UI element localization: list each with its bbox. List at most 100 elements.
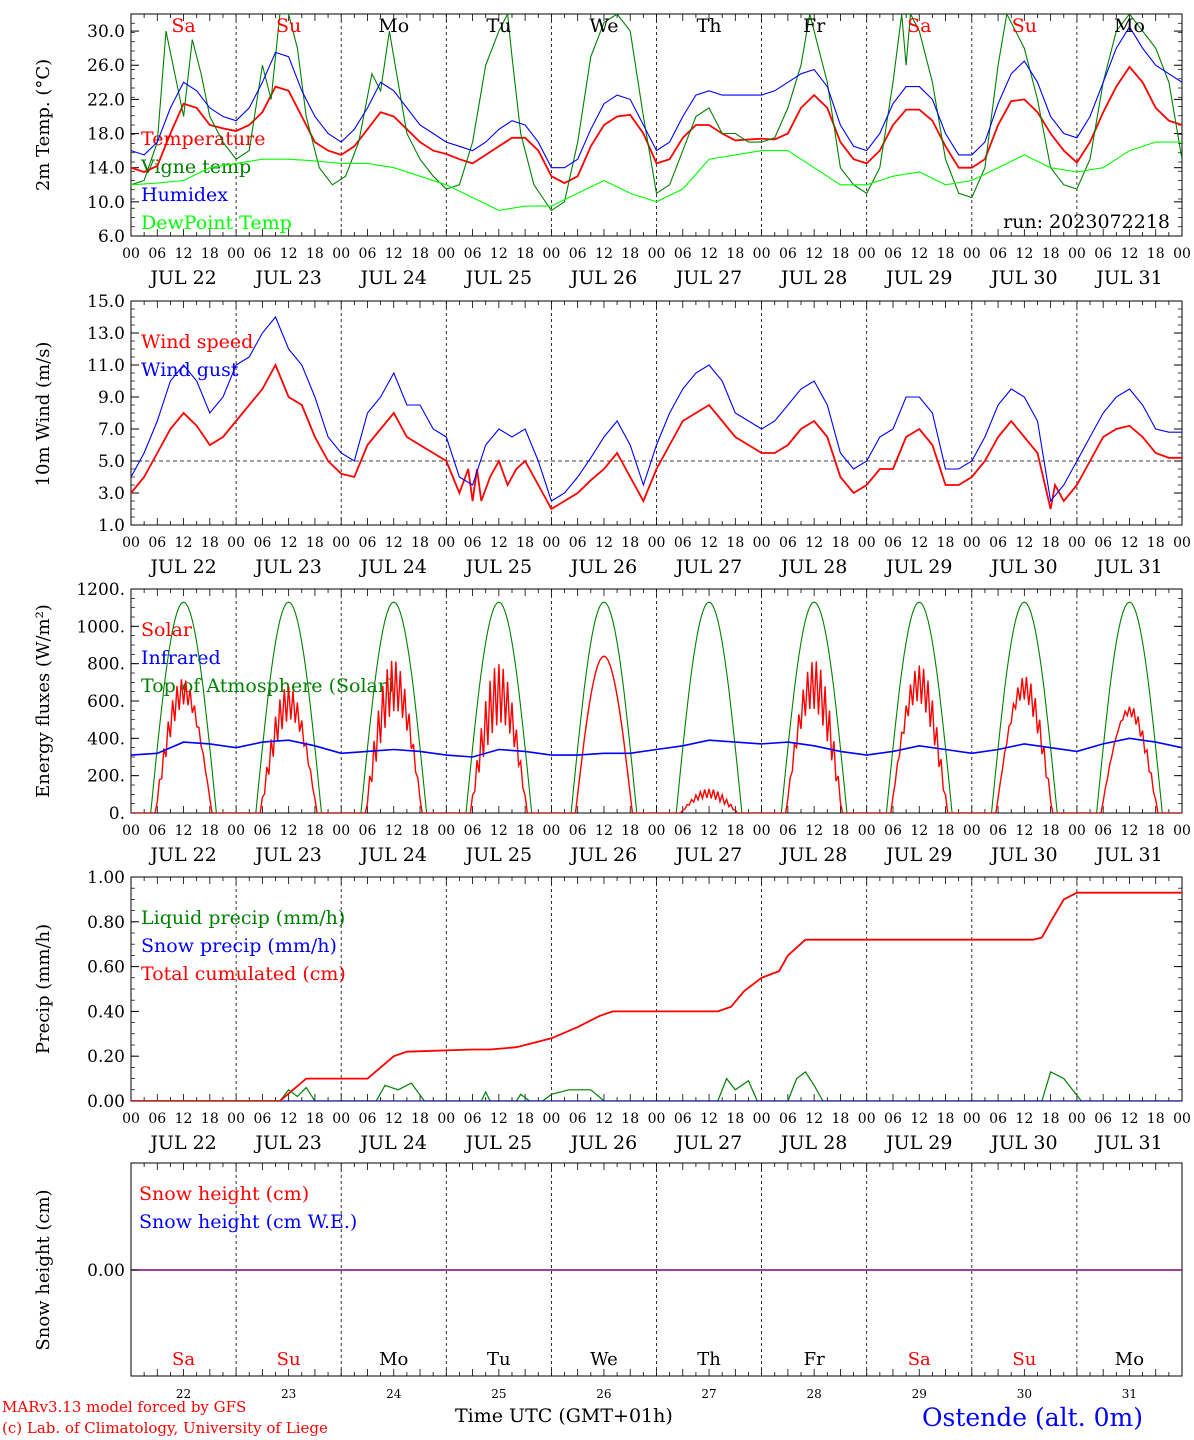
hour-label: 12 <box>280 1111 298 1127</box>
panel-frame <box>130 588 1183 814</box>
day-label: JUL 27 <box>674 267 742 289</box>
hour-label: 12 <box>175 535 193 551</box>
y-tick-label: 1000. <box>76 617 125 637</box>
y-tick-label: 15.0 <box>87 292 125 312</box>
hour-label: 12 <box>700 535 718 551</box>
hour-label: 12 <box>1121 823 1139 839</box>
weekday-label: Tu <box>486 15 511 37</box>
series-solar <box>131 655 1182 813</box>
hour-label: 06 <box>1094 535 1112 551</box>
day-label: JUL 31 <box>1094 1132 1162 1154</box>
day-label: JUL 24 <box>359 267 427 289</box>
day-label: JUL 28 <box>779 556 847 578</box>
weekday-label: Sa <box>908 1349 931 1370</box>
hour-label: 00 <box>1173 535 1191 551</box>
weekday-label: We <box>590 1349 618 1370</box>
hour-label: 00 <box>227 823 245 839</box>
hour-label: 12 <box>175 823 193 839</box>
y-tick-label: 14.0 <box>87 159 125 179</box>
hour-label: 00 <box>437 535 455 551</box>
hour-label: 18 <box>937 1111 955 1127</box>
day-label: JUL 23 <box>253 1132 321 1154</box>
hour-label: 12 <box>1121 246 1139 262</box>
hour-label: 06 <box>148 823 166 839</box>
day-label: JUL 22 <box>148 556 216 578</box>
hour-label: 06 <box>779 823 797 839</box>
hour-label: 06 <box>1094 246 1112 262</box>
hour-label: 06 <box>884 535 902 551</box>
y-tick-label: 0.00 <box>87 1092 125 1112</box>
hour-label: 06 <box>1094 1111 1112 1127</box>
day-label: JUL 22 <box>148 267 216 289</box>
y-tick-label: 1.0 <box>98 516 125 536</box>
hour-label: 06 <box>464 535 482 551</box>
y-tick-label: 3.0 <box>98 484 125 504</box>
hour-label: 18 <box>516 823 534 839</box>
hour-label: 18 <box>937 246 955 262</box>
hour-label: 00 <box>1173 823 1191 839</box>
hour-label: 00 <box>437 1111 455 1127</box>
hour-label: 18 <box>306 246 324 262</box>
hour-label: 06 <box>148 1111 166 1127</box>
hour-label: 18 <box>1042 535 1060 551</box>
legend-entry: Snow precip (mm/h) <box>141 935 337 957</box>
day-label: JUL 26 <box>569 1132 637 1154</box>
hour-label: 18 <box>832 1111 850 1127</box>
y-tick-label: 1200. <box>76 580 125 600</box>
hour-label: 12 <box>700 246 718 262</box>
y-tick-label: 22.0 <box>87 90 125 110</box>
hour-label: 06 <box>674 535 692 551</box>
y-tick-label: 0.60 <box>87 958 125 978</box>
hour-label: 18 <box>832 246 850 262</box>
day-label: JUL 25 <box>464 844 532 866</box>
day-label: JUL 30 <box>989 1132 1057 1154</box>
hour-label: 06 <box>359 246 377 262</box>
hour-label: 00 <box>753 823 771 839</box>
day-label: JUL 29 <box>884 1132 952 1154</box>
hour-label: 06 <box>779 535 797 551</box>
day-label: JUL 29 <box>884 267 952 289</box>
y-tick-label: 400. <box>87 729 125 749</box>
hour-label: 12 <box>1015 246 1033 262</box>
day-label: JUL 25 <box>464 1132 532 1154</box>
hour-label: 12 <box>490 535 508 551</box>
day-label: JUL 26 <box>569 844 637 866</box>
hour-label: 00 <box>542 1111 560 1127</box>
hour-label: 06 <box>989 823 1007 839</box>
weekday-label: Th <box>697 1349 721 1370</box>
day-label: JUL 31 <box>1094 556 1162 578</box>
hour-label: 06 <box>569 823 587 839</box>
hour-label: 18 <box>726 246 744 262</box>
hour-label: 12 <box>490 1111 508 1127</box>
day-label: JUL 22 <box>148 844 216 866</box>
hour-label: 00 <box>122 246 140 262</box>
legend-entry: Top of Atmosphere (Solar) <box>141 675 394 697</box>
y-tick-label: 0.20 <box>87 1047 125 1067</box>
y-tick-label: 0.00 <box>87 1261 125 1281</box>
weekday-label: Th <box>697 15 722 37</box>
hour-label: 18 <box>726 535 744 551</box>
series-wind-gust <box>131 315 1182 503</box>
hour-label: 18 <box>201 535 219 551</box>
hour-label: 18 <box>1147 535 1165 551</box>
hour-label: 00 <box>227 246 245 262</box>
series-vigne-temp <box>131 14 1182 212</box>
hour-label: 18 <box>1147 1111 1165 1127</box>
hour-label: 00 <box>648 1111 666 1127</box>
weekday-label: Mo <box>378 15 409 37</box>
y-axis-label: 10m Wind (m/s) <box>33 342 54 487</box>
hour-label: 00 <box>227 1111 245 1127</box>
y-tick-label: 800. <box>87 655 125 675</box>
hour-label: 00 <box>858 1111 876 1127</box>
y-axis-label: 2m Temp. (°C) <box>33 59 54 191</box>
day-label: JUL 27 <box>674 844 742 866</box>
hour-label: 00 <box>332 246 350 262</box>
y-tick-label: 18.0 <box>87 125 125 145</box>
day-number: 30 <box>1017 1387 1032 1401</box>
hour-label: 12 <box>1121 535 1139 551</box>
hour-label: 18 <box>726 823 744 839</box>
hour-label: 12 <box>175 246 193 262</box>
day-label: JUL 22 <box>148 1132 216 1154</box>
hour-label: 12 <box>595 246 613 262</box>
